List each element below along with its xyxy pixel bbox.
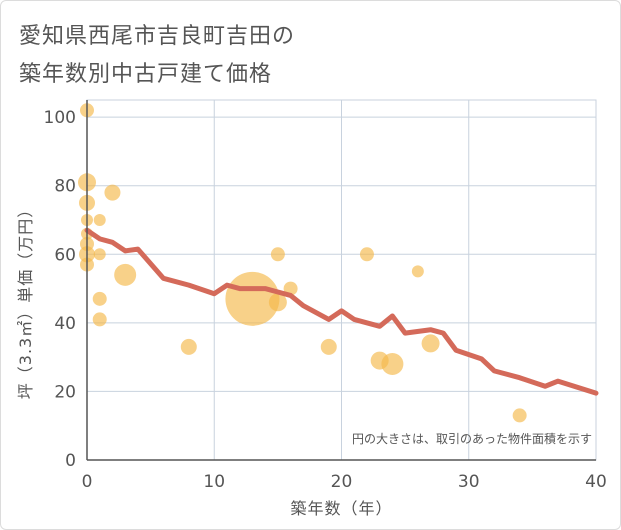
bubble-point [104,184,121,201]
y-tick-label: 20 [54,382,76,402]
bubble-point [180,338,197,355]
bubble-point [93,248,106,261]
x-tick-label: 10 [203,472,225,492]
bubble-point [270,247,285,262]
bubble-point [411,265,424,278]
chart-title-line-1: 愛知県西尾市吉良町吉田の [19,24,296,49]
trend-line [84,227,599,396]
bubble-point [381,353,404,375]
x-axis-title: 築年数（年） [290,499,392,518]
y-tick-label: 60 [54,245,76,265]
y-axis-title: 坪（3.3㎡）単価（万円） [16,201,35,399]
y-tick-label: 0 [65,451,76,471]
bubble-point [92,291,107,306]
bubble-point [114,263,137,286]
axes [86,100,596,461]
bubble-point [225,271,280,326]
y-tick-label: 40 [54,314,76,334]
chart-title-line-2: 築年数別中古戸建て価格 [19,62,273,87]
bubble-point [359,247,374,262]
bubble-series [78,103,527,423]
bubble-point [268,293,287,312]
x-tick-label: 20 [331,472,353,492]
trend-series [84,227,599,396]
y-tick-label: 100 [44,108,76,128]
x-tick-label: 30 [458,472,480,492]
bubble-point [421,334,440,353]
bubble-point [93,214,106,226]
size-annotation: 円の大きさは、取引のあった物件面積を示す [352,431,592,446]
tick-labels: 0 10 20 30 40 0 20 40 60 80 100 [44,108,607,492]
bubble-point [92,312,107,327]
x-tick-label: 40 [585,472,607,492]
bubble-point [512,408,527,423]
y-tick-label: 80 [54,177,76,197]
bubble-point [320,338,337,355]
x-tick-label: 0 [82,472,93,492]
